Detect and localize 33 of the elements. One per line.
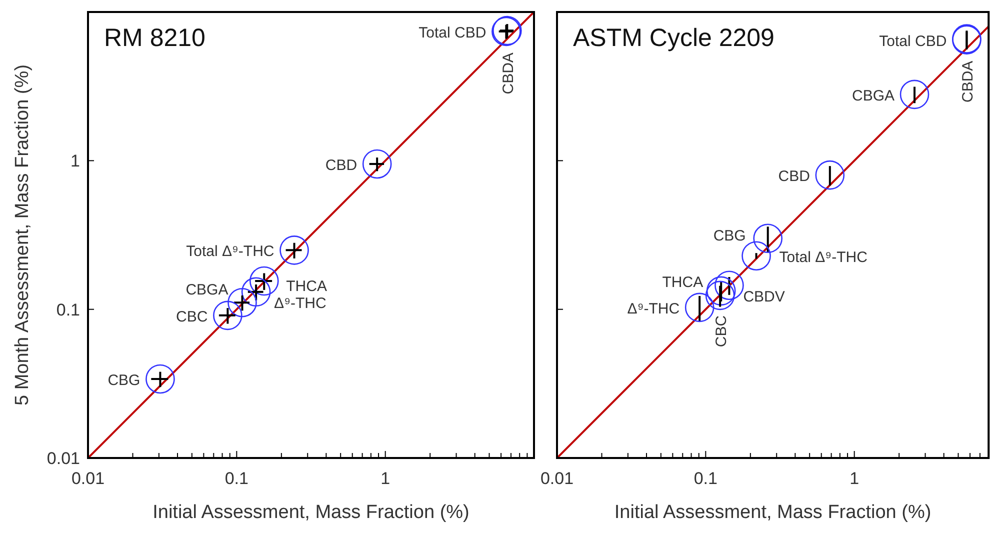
annotation: CBGA	[852, 87, 895, 104]
annotation: Total Δ⁹-THC	[779, 248, 868, 266]
x-tick-label: 0.01	[540, 469, 574, 488]
text: RM 8210	[104, 24, 206, 52]
x-tick-label: 1	[850, 469, 860, 488]
y-tick-label: 0.01	[46, 449, 80, 468]
annotation: CBDV	[743, 288, 785, 306]
annotation: THCA	[662, 274, 704, 291]
y-tick-label: 0.1	[56, 300, 80, 320]
annotation: CBD	[778, 168, 810, 186]
annotation: CBC	[176, 308, 208, 326]
x-axis-title: Initial Assessment, Mass Fraction (%)	[614, 502, 932, 523]
text: ASTM Cycle 2209	[573, 24, 774, 52]
annotation: Δ⁹-THC	[274, 294, 326, 312]
annotation: THCA	[286, 278, 327, 296]
x-tick-label: 1	[380, 469, 390, 488]
annotation: CBC	[713, 315, 730, 348]
annotation: Total Δ⁹-THC	[186, 243, 274, 260]
y-axis-title: 5 Month Assessment, Mass Fraction (%)	[12, 64, 33, 406]
annotation: Total CBD	[879, 32, 947, 50]
x-axis-title: Initial Assessment, Mass Fraction (%)	[152, 502, 470, 523]
x-tick-label: 0.01	[71, 469, 105, 488]
annotation: CBD	[325, 156, 358, 174]
annotation: CBDA	[500, 52, 518, 94]
annotation: CBG	[108, 372, 140, 389]
y-tick-label: 1	[70, 152, 80, 171]
x-tick-label: 0.1	[224, 469, 248, 488]
annotation: Total CBD	[418, 24, 486, 42]
annotation: Δ⁹-THC	[627, 300, 680, 318]
x-tick-label: 0.1	[694, 469, 718, 488]
annotation: CBG	[713, 227, 746, 244]
annotation: CBGA	[186, 282, 228, 299]
annotation: CBDA	[960, 60, 977, 103]
